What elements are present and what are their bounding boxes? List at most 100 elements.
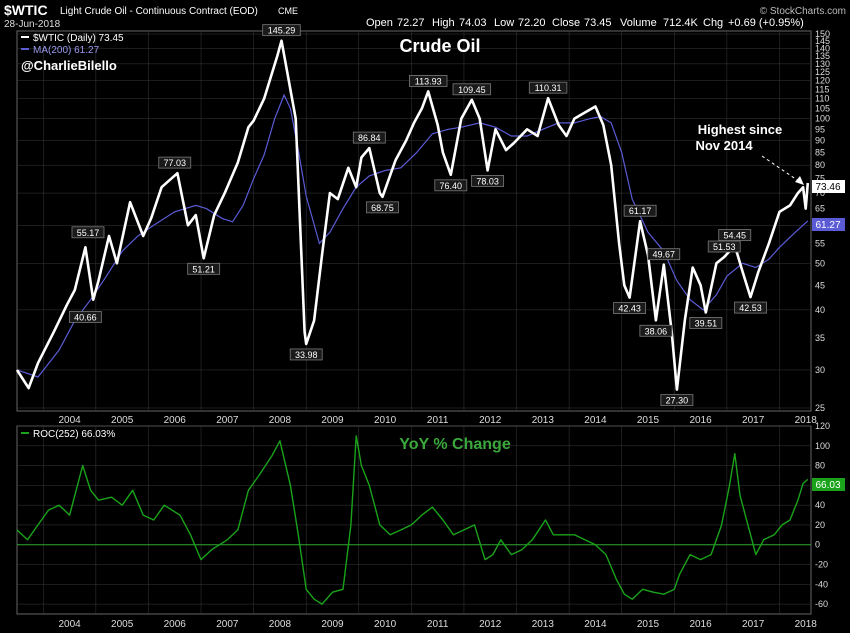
close-value: 73.45 bbox=[584, 17, 612, 29]
last-roc-tag: 66.03 bbox=[812, 478, 845, 491]
high-value: 74.03 bbox=[459, 17, 487, 29]
annotation-box bbox=[689, 317, 723, 329]
price-x-tick: 2006 bbox=[164, 415, 187, 426]
roc-y-tick: 100 bbox=[815, 441, 830, 451]
annotation-box bbox=[718, 229, 752, 241]
price-y-tick: 65 bbox=[815, 204, 825, 214]
date-label: 28-Jun-2018 bbox=[4, 19, 61, 30]
open-value: 72.27 bbox=[397, 17, 425, 29]
price-y-tick: 30 bbox=[815, 365, 825, 375]
annotation-box bbox=[623, 204, 657, 217]
price-grid bbox=[17, 31, 811, 411]
annotation-text: 38.06 bbox=[645, 326, 668, 336]
price-x-tick: 2005 bbox=[111, 415, 134, 426]
annotation-label: 113.93 bbox=[408, 75, 448, 87]
annotation-box bbox=[613, 302, 646, 314]
annotation-text: 109.45 bbox=[458, 85, 486, 95]
annotation-box bbox=[528, 81, 568, 94]
annotation-box bbox=[707, 240, 741, 253]
callout-arrowhead bbox=[795, 176, 804, 185]
annotation-box bbox=[647, 248, 681, 261]
annotation-box bbox=[352, 131, 386, 144]
annotation-text: 61.17 bbox=[629, 206, 652, 216]
annotation-label: 77.03 bbox=[158, 156, 192, 169]
price-x-tick: 2011 bbox=[427, 415, 449, 426]
roc-x-tick: 2013 bbox=[532, 619, 555, 630]
annotation-label: 55.17 bbox=[71, 226, 105, 239]
price-y-tick: 40 bbox=[815, 305, 825, 315]
low-value: 72.20 bbox=[518, 17, 546, 29]
last-roc-box bbox=[812, 478, 845, 491]
roc-x-tick: 2016 bbox=[689, 619, 712, 630]
annotation-box bbox=[187, 262, 221, 275]
price-annotations: 55.17 40.66 77.03 51.21 145.29 33.98 86.84 68.7… bbox=[68, 24, 767, 407]
annotation-label: 33.98 bbox=[289, 348, 323, 361]
roc-x-tick: 2010 bbox=[374, 619, 397, 630]
volume-value: 712.4K bbox=[663, 17, 699, 29]
price-y-tick: 75 bbox=[815, 174, 825, 184]
roc-y-tick: 20 bbox=[815, 520, 825, 530]
annotation-text: 51.53 bbox=[713, 242, 736, 252]
annotation-box bbox=[408, 75, 448, 87]
annotation-label: 42.43 bbox=[613, 302, 646, 314]
annotation-text: 145.29 bbox=[268, 26, 296, 36]
roc-y-tick: 0 bbox=[815, 540, 820, 550]
annotation-box bbox=[71, 226, 105, 239]
annotation-text: 54.45 bbox=[723, 231, 746, 241]
price-y-tick: 45 bbox=[815, 280, 825, 290]
annotation-text: 40.66 bbox=[74, 312, 97, 322]
annotation-label: 78.03 bbox=[471, 175, 505, 187]
price-y-tick: 135 bbox=[815, 51, 830, 61]
last-ma-box bbox=[812, 218, 845, 231]
roc-x-tick: 2005 bbox=[111, 619, 134, 630]
annotation-label: 68.75 bbox=[366, 201, 399, 214]
annotation-label: 110.31 bbox=[528, 81, 568, 94]
annotation-label: 145.29 bbox=[262, 24, 301, 37]
annotation-box bbox=[734, 301, 767, 314]
roc-y-tick: 80 bbox=[815, 461, 825, 471]
annotation-label: 27.30 bbox=[660, 394, 694, 407]
price-y-tick: 55 bbox=[815, 238, 825, 248]
roc-x-tick: 2015 bbox=[637, 619, 660, 630]
price-x-tick: 2015 bbox=[637, 415, 660, 426]
price-y-tick: 140 bbox=[815, 43, 830, 53]
watermark: © StockCharts.com bbox=[760, 6, 846, 17]
price-x-tick: 2008 bbox=[269, 415, 292, 426]
roc-y-tick: -60 bbox=[815, 599, 828, 609]
roc-y-tick: 120 bbox=[815, 421, 830, 431]
annotation-box bbox=[158, 156, 192, 169]
price-x-tick: 2013 bbox=[532, 415, 555, 426]
annotation-label: 54.45 bbox=[718, 229, 752, 241]
price-x-tick: 2009 bbox=[321, 415, 344, 426]
legend-ma: MA(200) 61.27 bbox=[33, 45, 100, 56]
price-y-tick: 145 bbox=[815, 36, 830, 46]
price-legend: $WTIC (Daily) 73.45 MA(200) 61.27 bbox=[21, 33, 124, 56]
price-x-tick: 2017 bbox=[742, 415, 765, 426]
price-x-axis: 2004 2005 2006 2007 2008 2009 2010 2011 2012 2013… bbox=[58, 415, 817, 426]
callout-arrow bbox=[761, 155, 801, 183]
annotation-text: 77.03 bbox=[163, 158, 186, 168]
roc-x-tick: 2011 bbox=[427, 619, 449, 630]
annotation-label: 61.17 bbox=[623, 204, 657, 217]
annotation-text: 78.03 bbox=[476, 176, 499, 186]
annotation-text: 42.53 bbox=[739, 303, 762, 313]
price-x-tick: 2016 bbox=[689, 415, 712, 426]
annotation-text: 110.31 bbox=[535, 83, 562, 93]
close-label: Close bbox=[552, 17, 580, 29]
annotation-label: 49.67 bbox=[647, 248, 681, 261]
roc-x-tick: 2008 bbox=[269, 619, 292, 630]
last-price-tag: 73.46 bbox=[812, 180, 845, 193]
callout-line1: Highest since bbox=[698, 122, 783, 137]
price-panel: 2530354045505560657075808590951001051101… bbox=[15, 24, 845, 413]
price-y-tick: 25 bbox=[815, 403, 825, 413]
author-handle: @CharlieBilello bbox=[21, 58, 117, 73]
open-label: Open bbox=[366, 17, 393, 29]
annotation-text: 49.67 bbox=[653, 250, 676, 260]
annotation-box bbox=[434, 179, 468, 192]
legend-roc: ROC(252) 66.03% bbox=[33, 429, 115, 440]
price-y-tick: 80 bbox=[815, 160, 825, 170]
price-y-tick: 110 bbox=[815, 94, 829, 104]
annotation-box bbox=[366, 201, 399, 214]
annotation-box bbox=[660, 394, 694, 407]
